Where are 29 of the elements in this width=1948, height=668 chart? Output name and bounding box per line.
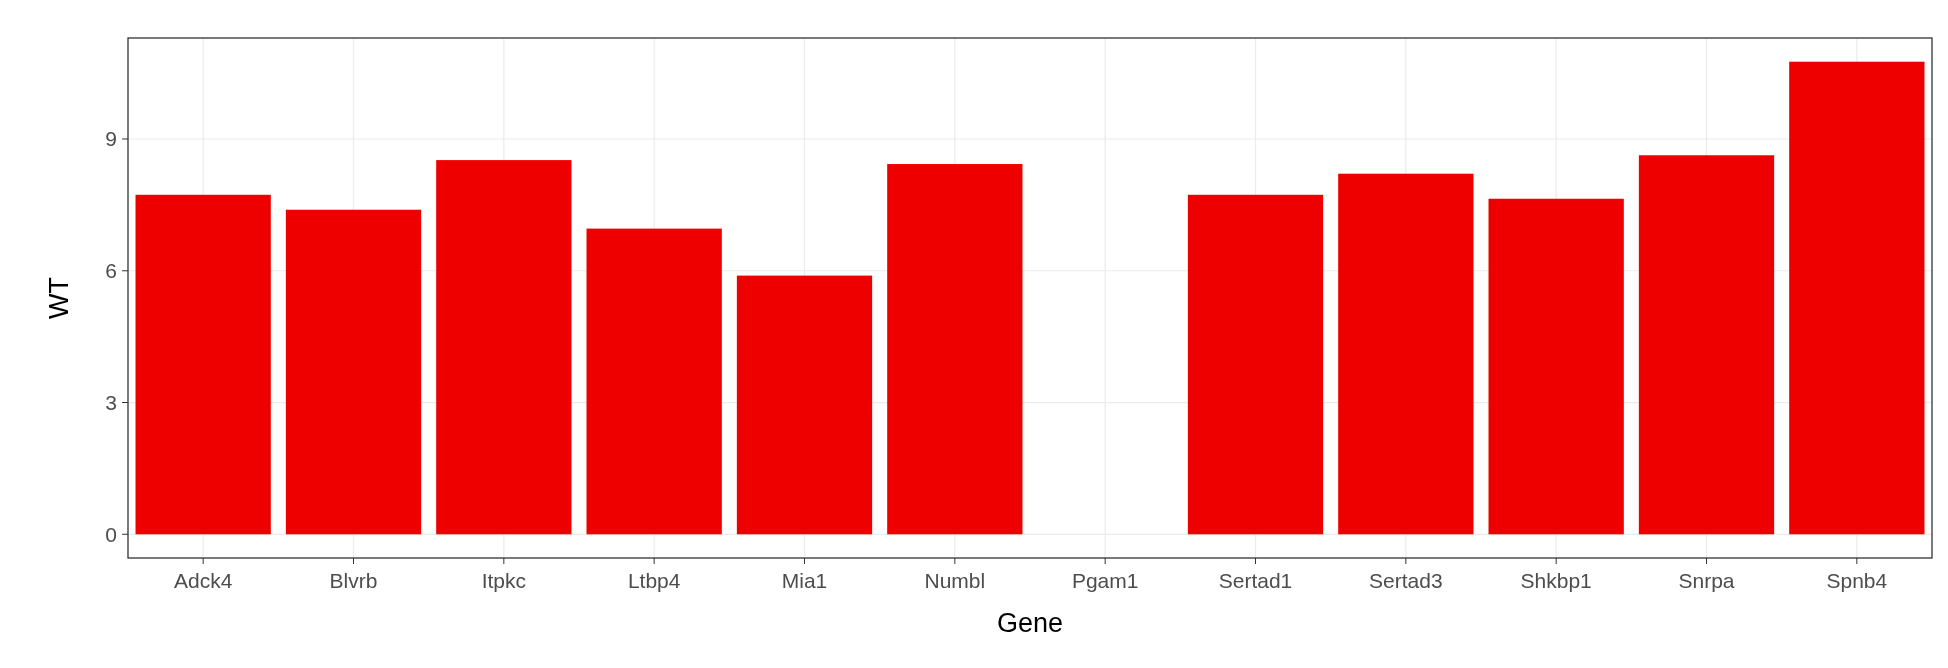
- bar: [736, 275, 873, 535]
- bar: [887, 164, 1023, 535]
- x-tick-label: Spnb4: [1826, 569, 1888, 592]
- x-tick-label: Pgam1: [1071, 569, 1139, 592]
- y-axis-title: WT: [44, 277, 74, 319]
- x-tick-label: Blvrb: [329, 569, 378, 592]
- bar: [1638, 155, 1775, 535]
- bar: [285, 209, 422, 535]
- y-tick-label: 9: [105, 127, 117, 151]
- bar: [1338, 173, 1474, 535]
- bar: [436, 160, 572, 535]
- y-tick-label: 3: [105, 390, 117, 414]
- bar: [1789, 61, 1925, 535]
- bar: [1488, 198, 1624, 535]
- bar: [135, 194, 271, 535]
- x-tick-label: Numbl: [924, 569, 986, 592]
- y-tick-label: 0: [105, 522, 117, 546]
- x-tick-label: Ltbp4: [627, 569, 681, 592]
- x-tick-label: Snrpa: [1678, 569, 1735, 592]
- bar: [1187, 194, 1324, 535]
- x-tick-label: Adck4: [173, 569, 233, 592]
- x-tick-label: Mia1: [781, 569, 828, 592]
- y-tick-label: 6: [105, 259, 117, 283]
- x-tick-label: Itpkc: [481, 569, 527, 592]
- x-tick-label: Sertad1: [1218, 569, 1293, 592]
- x-tick-label: Shkbp1: [1520, 569, 1592, 592]
- x-tick-label: Sertad3: [1369, 569, 1443, 592]
- bar: [586, 228, 722, 535]
- x-axis-title: Gene: [996, 608, 1064, 638]
